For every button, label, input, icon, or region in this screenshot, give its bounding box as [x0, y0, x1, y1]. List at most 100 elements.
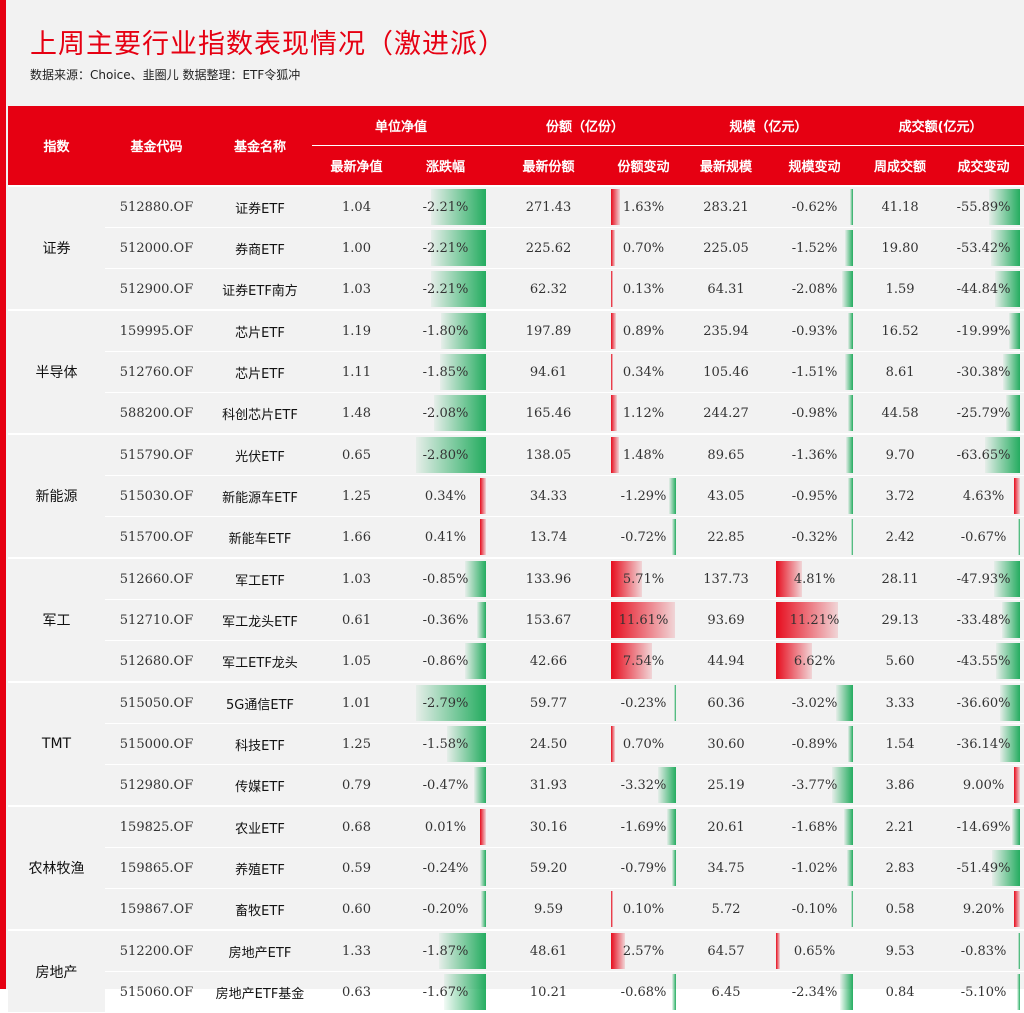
volume-change-bar [1000, 726, 1021, 762]
latest-scale: 64.31 [680, 268, 773, 311]
table-row[interactable]: 512980.OF 传媒ETF 0.79 -0.47% 31.93 -3.32% 25.19… [8, 764, 1024, 807]
table-row[interactable]: 512680.OF 军工ETF龙头 1.05 -0.86% 42.66 7.54% 44.9… [8, 640, 1024, 683]
volume-change-value: -47.93% [956, 571, 1011, 587]
scale-change-cell: -1.68% [772, 805, 858, 848]
latest-share: 94.61 [490, 351, 608, 393]
latest-share: 59.20 [490, 847, 608, 889]
weekly-volume: 3.86 [857, 764, 944, 807]
volume-change-cell: 4.63% [943, 475, 1024, 517]
share-change-value: 7.54% [622, 653, 665, 669]
table-row[interactable]: 159867.OF 畜牧ETF 0.60 -0.20% 9.59 0.10% 5.72 -0.… [8, 888, 1024, 931]
weekly-volume: 0.84 [857, 971, 944, 1013]
table-row[interactable]: 515700.OF 新能车ETF 1.66 0.41% 13.74 -0.72% 22.85… [8, 516, 1024, 559]
latest-nav: 1.04 [312, 185, 401, 228]
table-row[interactable]: 515000.OF 科技ETF 1.25 -1.58% 24.50 0.70% 30.60 -… [8, 723, 1024, 765]
table-row[interactable]: 512760.OF 芯片ETF 1.11 -1.85% 94.61 0.34% 105.46… [8, 351, 1024, 393]
fund-code: 515030.OF [105, 475, 208, 517]
scale-change-value: -1.02% [791, 860, 838, 876]
volume-change-value: -0.67% [960, 529, 1007, 545]
table-row[interactable]: 半导体 159995.OF 芯片ETF 1.19 -1.80% 197.89 0.89% 23… [8, 309, 1024, 435]
scale-change-bar [776, 602, 838, 638]
table-row[interactable]: 军工 512660.OF 军工ETF 1.03 -0.85% 133.96 5.71% 137… [8, 557, 1024, 683]
share-change-value: 11.61% [618, 612, 669, 628]
table-row[interactable]: 515060.OF 房地产ETF基金 0.63 -1.67% 10.21 -0.68% 6.… [8, 971, 1024, 1013]
share-change-value: 5.71% [622, 571, 665, 587]
latest-share: 138.05 [490, 433, 608, 476]
header-weekly-volume[interactable]: 周成交额 [857, 145, 944, 186]
table-row[interactable]: 农林牧渔 159825.OF 农业ETF 0.68 0.01% 30.16 -1.69% 20… [8, 805, 1024, 931]
header-scale-change[interactable]: 规模变动 [772, 145, 858, 186]
scale-change-cell: -2.08% [772, 268, 858, 311]
volume-change-cell: 9.20% [943, 888, 1024, 931]
header-index[interactable]: 指数 [8, 106, 105, 186]
fund-name: 光伏ETF [208, 433, 312, 476]
latest-share: 9.59 [490, 888, 608, 931]
weekly-volume: 41.18 [857, 185, 944, 228]
header-share-change[interactable]: 份额变动 [607, 145, 681, 186]
share-change-bar [611, 561, 643, 597]
header-code[interactable]: 基金代码 [105, 106, 208, 186]
share-change-cell: 0.70% [607, 723, 681, 765]
header-volume-change[interactable]: 成交变动 [943, 145, 1024, 186]
table-row[interactable]: TMT 515050.OF 5G通信ETF 1.01 -2.79% 59.77 -0.23%… [8, 681, 1024, 807]
table-row[interactable]: 512710.OF 军工龙头ETF 0.61 -0.36% 153.67 11.61% 93… [8, 599, 1024, 641]
volume-change-value: -5.10% [960, 984, 1007, 1000]
header-latest-nav[interactable]: 最新净值 [312, 145, 401, 186]
share-change-cell: -0.79% [607, 847, 681, 889]
share-change-cell: 1.63% [607, 185, 681, 228]
change-value: 0.34% [424, 488, 467, 504]
share-change-value: -1.29% [620, 488, 667, 504]
fund-code: 515060.OF [105, 971, 208, 1013]
fund-name: 农业ETF [208, 805, 312, 848]
latest-share: 133.96 [490, 557, 608, 600]
header-latest-scale[interactable]: 最新规模 [680, 145, 773, 186]
table-row[interactable]: 588200.OF 科创芯片ETF 1.48 -2.08% 165.46 1.12% 244… [8, 392, 1024, 435]
change-value: -1.85% [422, 364, 469, 380]
scale-change-cell: 6.62% [772, 640, 858, 683]
volume-change-value: -25.79% [956, 405, 1011, 421]
change-value: -1.58% [422, 736, 469, 752]
table-row[interactable]: 证券 512880.OF 证券ETF 1.04 -2.21% 271.43 1.63% 283… [8, 185, 1024, 311]
fund-code: 159867.OF [105, 888, 208, 931]
share-change-bar [666, 809, 677, 845]
change-cell: 0.34% [401, 475, 491, 517]
header-latest-share[interactable]: 最新份额 [490, 145, 608, 186]
change-cell: 0.41% [401, 516, 491, 559]
change-value: -2.21% [422, 240, 469, 256]
table-row[interactable]: 房地产 512200.OF 房地产ETF 1.33 -1.87% 48.61 2.57% 64… [8, 929, 1024, 1013]
fund-name: 军工ETF [208, 557, 312, 600]
latest-share: 48.61 [490, 929, 608, 972]
fund-code: 512880.OF [105, 185, 208, 228]
scale-change-bar [847, 478, 854, 514]
table-row[interactable]: 159865.OF 养殖ETF 0.59 -0.24% 59.20 -0.79% 34.75… [8, 847, 1024, 889]
change-cell: -0.20% [401, 888, 491, 931]
share-change-value: 0.10% [622, 901, 665, 917]
scale-change-bar [844, 230, 854, 266]
weekly-volume: 8.61 [857, 351, 944, 393]
table-row[interactable]: 新能源 515790.OF 光伏ETF 0.65 -2.80% 138.05 1.48% 89… [8, 433, 1024, 559]
latest-share: 271.43 [490, 185, 608, 228]
share-change-bar [611, 313, 616, 349]
scale-change-value: 4.81% [793, 571, 836, 587]
table-row[interactable]: 512000.OF 券商ETF 1.00 -2.21% 225.62 0.70% 225.0… [8, 227, 1024, 269]
share-change-bar [611, 726, 615, 762]
change-value: -1.80% [422, 323, 469, 339]
latest-share: 31.93 [490, 764, 608, 807]
table-row[interactable]: 512900.OF 证券ETF南方 1.03 -2.21% 62.32 0.13% 64.3… [8, 268, 1024, 311]
volume-change-value: -36.60% [956, 695, 1011, 711]
share-change-bar [611, 395, 618, 431]
volume-change-bar [991, 850, 1021, 886]
volume-change-cell: -63.65% [943, 433, 1024, 476]
change-cell: -1.67% [401, 971, 491, 1013]
scale-change-cell: -0.89% [772, 723, 858, 765]
volume-change-cell: -47.93% [943, 557, 1024, 600]
volume-change-cell: -25.79% [943, 392, 1024, 435]
header-change[interactable]: 涨跌幅 [401, 145, 491, 186]
table-row[interactable]: 515030.OF 新能源车ETF 1.25 0.34% 34.33 -1.29% 43.0… [8, 475, 1024, 517]
fund-code: 159825.OF [105, 805, 208, 848]
latest-nav: 0.59 [312, 847, 401, 889]
weekly-volume: 2.42 [857, 516, 944, 559]
header-name[interactable]: 基金名称 [208, 106, 312, 186]
header-row-sub: 最新净值 涨跌幅 最新份额 份额变动 最新规模 规模变动 周成交额 成交变动 [8, 145, 1024, 186]
weekly-volume: 0.58 [857, 888, 944, 931]
